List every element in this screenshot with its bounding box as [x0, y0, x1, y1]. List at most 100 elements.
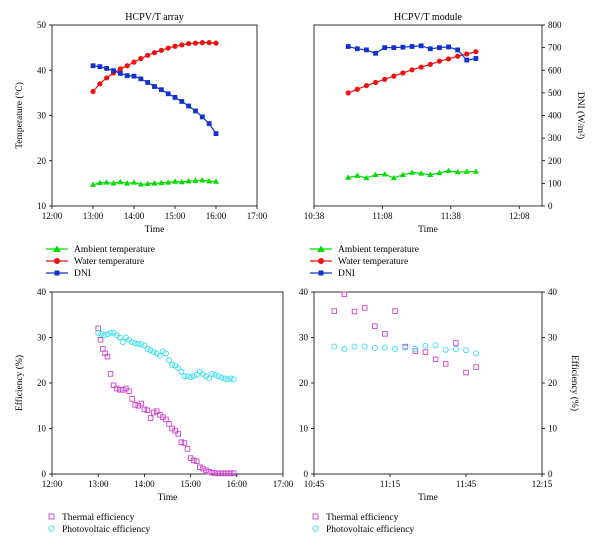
data-point [165, 179, 172, 185]
x-tick-label: 10:45 [304, 479, 325, 489]
data-point [442, 346, 449, 353]
data-point [372, 79, 379, 86]
y2-tick-label: 30 [548, 333, 558, 343]
data-point [153, 408, 160, 414]
data-point [104, 66, 110, 71]
data-point [178, 439, 185, 445]
data-point [213, 131, 219, 136]
data-point [192, 40, 199, 46]
data-point [124, 63, 130, 69]
x-tick-label: 12:15 [532, 479, 553, 489]
series-water-temperature [345, 49, 479, 96]
data-point [141, 342, 148, 349]
x-axis-title: Time [418, 493, 438, 503]
plot-frame [313, 291, 543, 475]
data-point [199, 40, 205, 46]
data-point [166, 421, 172, 427]
x-axis-title: Time [418, 225, 438, 235]
data-point [221, 470, 228, 477]
plot-frame [51, 291, 284, 475]
data-point [218, 374, 225, 381]
data-point [117, 71, 123, 76]
series-ambient-temperature [345, 167, 479, 181]
data-point [363, 83, 370, 89]
data-point [178, 368, 185, 375]
data-point [158, 47, 164, 53]
data-point [193, 371, 200, 378]
y-tick-label: 0 [304, 469, 309, 479]
y-tick-label: 20 [37, 156, 47, 166]
legend-bottom-left: Thermal efficiency Photovoltaic efficien… [48, 512, 150, 535]
data-point [163, 416, 169, 423]
x-axis-title: Time [158, 493, 178, 503]
data-point [364, 47, 369, 53]
y-tick-label: 30 [299, 333, 309, 343]
data-point [392, 308, 398, 314]
data-point [206, 375, 213, 382]
legend-label: Thermal efficiency [62, 512, 135, 523]
data-point [206, 177, 213, 184]
data-point [181, 373, 188, 380]
open-square-marker-icon [48, 513, 55, 520]
square-marker-icon [318, 270, 324, 276]
data-point [103, 179, 110, 185]
data-point [100, 346, 106, 352]
data-point [90, 88, 96, 95]
data-point [454, 168, 461, 175]
y2-tick-label: 40 [548, 287, 558, 297]
data-point [463, 369, 469, 376]
data-point [178, 178, 185, 185]
data-point [354, 46, 360, 52]
data-point [418, 64, 424, 70]
data-point [184, 446, 191, 452]
data-point [131, 179, 137, 185]
data-point [126, 388, 132, 394]
data-point [221, 375, 228, 382]
y2-tick-label: 700 [548, 43, 562, 53]
data-point [186, 40, 192, 47]
y-axis-title: Temperature (°C) [14, 82, 25, 149]
data-point [132, 402, 138, 408]
data-point [409, 44, 415, 49]
data-point [90, 181, 96, 187]
data-point [354, 86, 360, 92]
series-photovoltaic-efficiency [331, 342, 480, 357]
legend-item-pv: Photovoltaic efficiency [48, 524, 150, 535]
data-point [144, 180, 151, 187]
series-dni [90, 63, 219, 136]
legend-label: Water temperature [338, 257, 408, 267]
data-point [224, 376, 231, 383]
data-point [213, 40, 219, 46]
data-point [209, 469, 215, 476]
legend-label: DNI [338, 269, 355, 279]
data-point [354, 172, 361, 178]
data-point [166, 357, 172, 364]
data-point [98, 330, 105, 337]
data-point [169, 361, 176, 368]
data-point [391, 45, 397, 51]
x-tick-label: 10:38 [304, 211, 325, 221]
data-point [453, 340, 459, 346]
data-point [138, 400, 145, 407]
data-point [131, 73, 137, 79]
data-point [345, 44, 351, 49]
data-point [200, 465, 206, 472]
legend-top-right: Ambient temperature Water temperature DN… [310, 245, 419, 279]
data-point [445, 56, 452, 62]
data-point [351, 308, 358, 315]
data-point [215, 470, 222, 477]
data-point [446, 44, 451, 50]
data-point [151, 180, 158, 186]
data-point [442, 361, 449, 367]
series-dni [345, 43, 479, 63]
data-point [179, 42, 185, 48]
data-point [341, 291, 348, 298]
data-point [152, 84, 157, 89]
data-point [117, 178, 124, 185]
data-point [409, 169, 416, 175]
x-axis-title: Time [145, 225, 165, 235]
data-point [165, 45, 171, 51]
data-point [185, 177, 192, 184]
data-point [437, 45, 442, 51]
data-point [427, 46, 433, 52]
